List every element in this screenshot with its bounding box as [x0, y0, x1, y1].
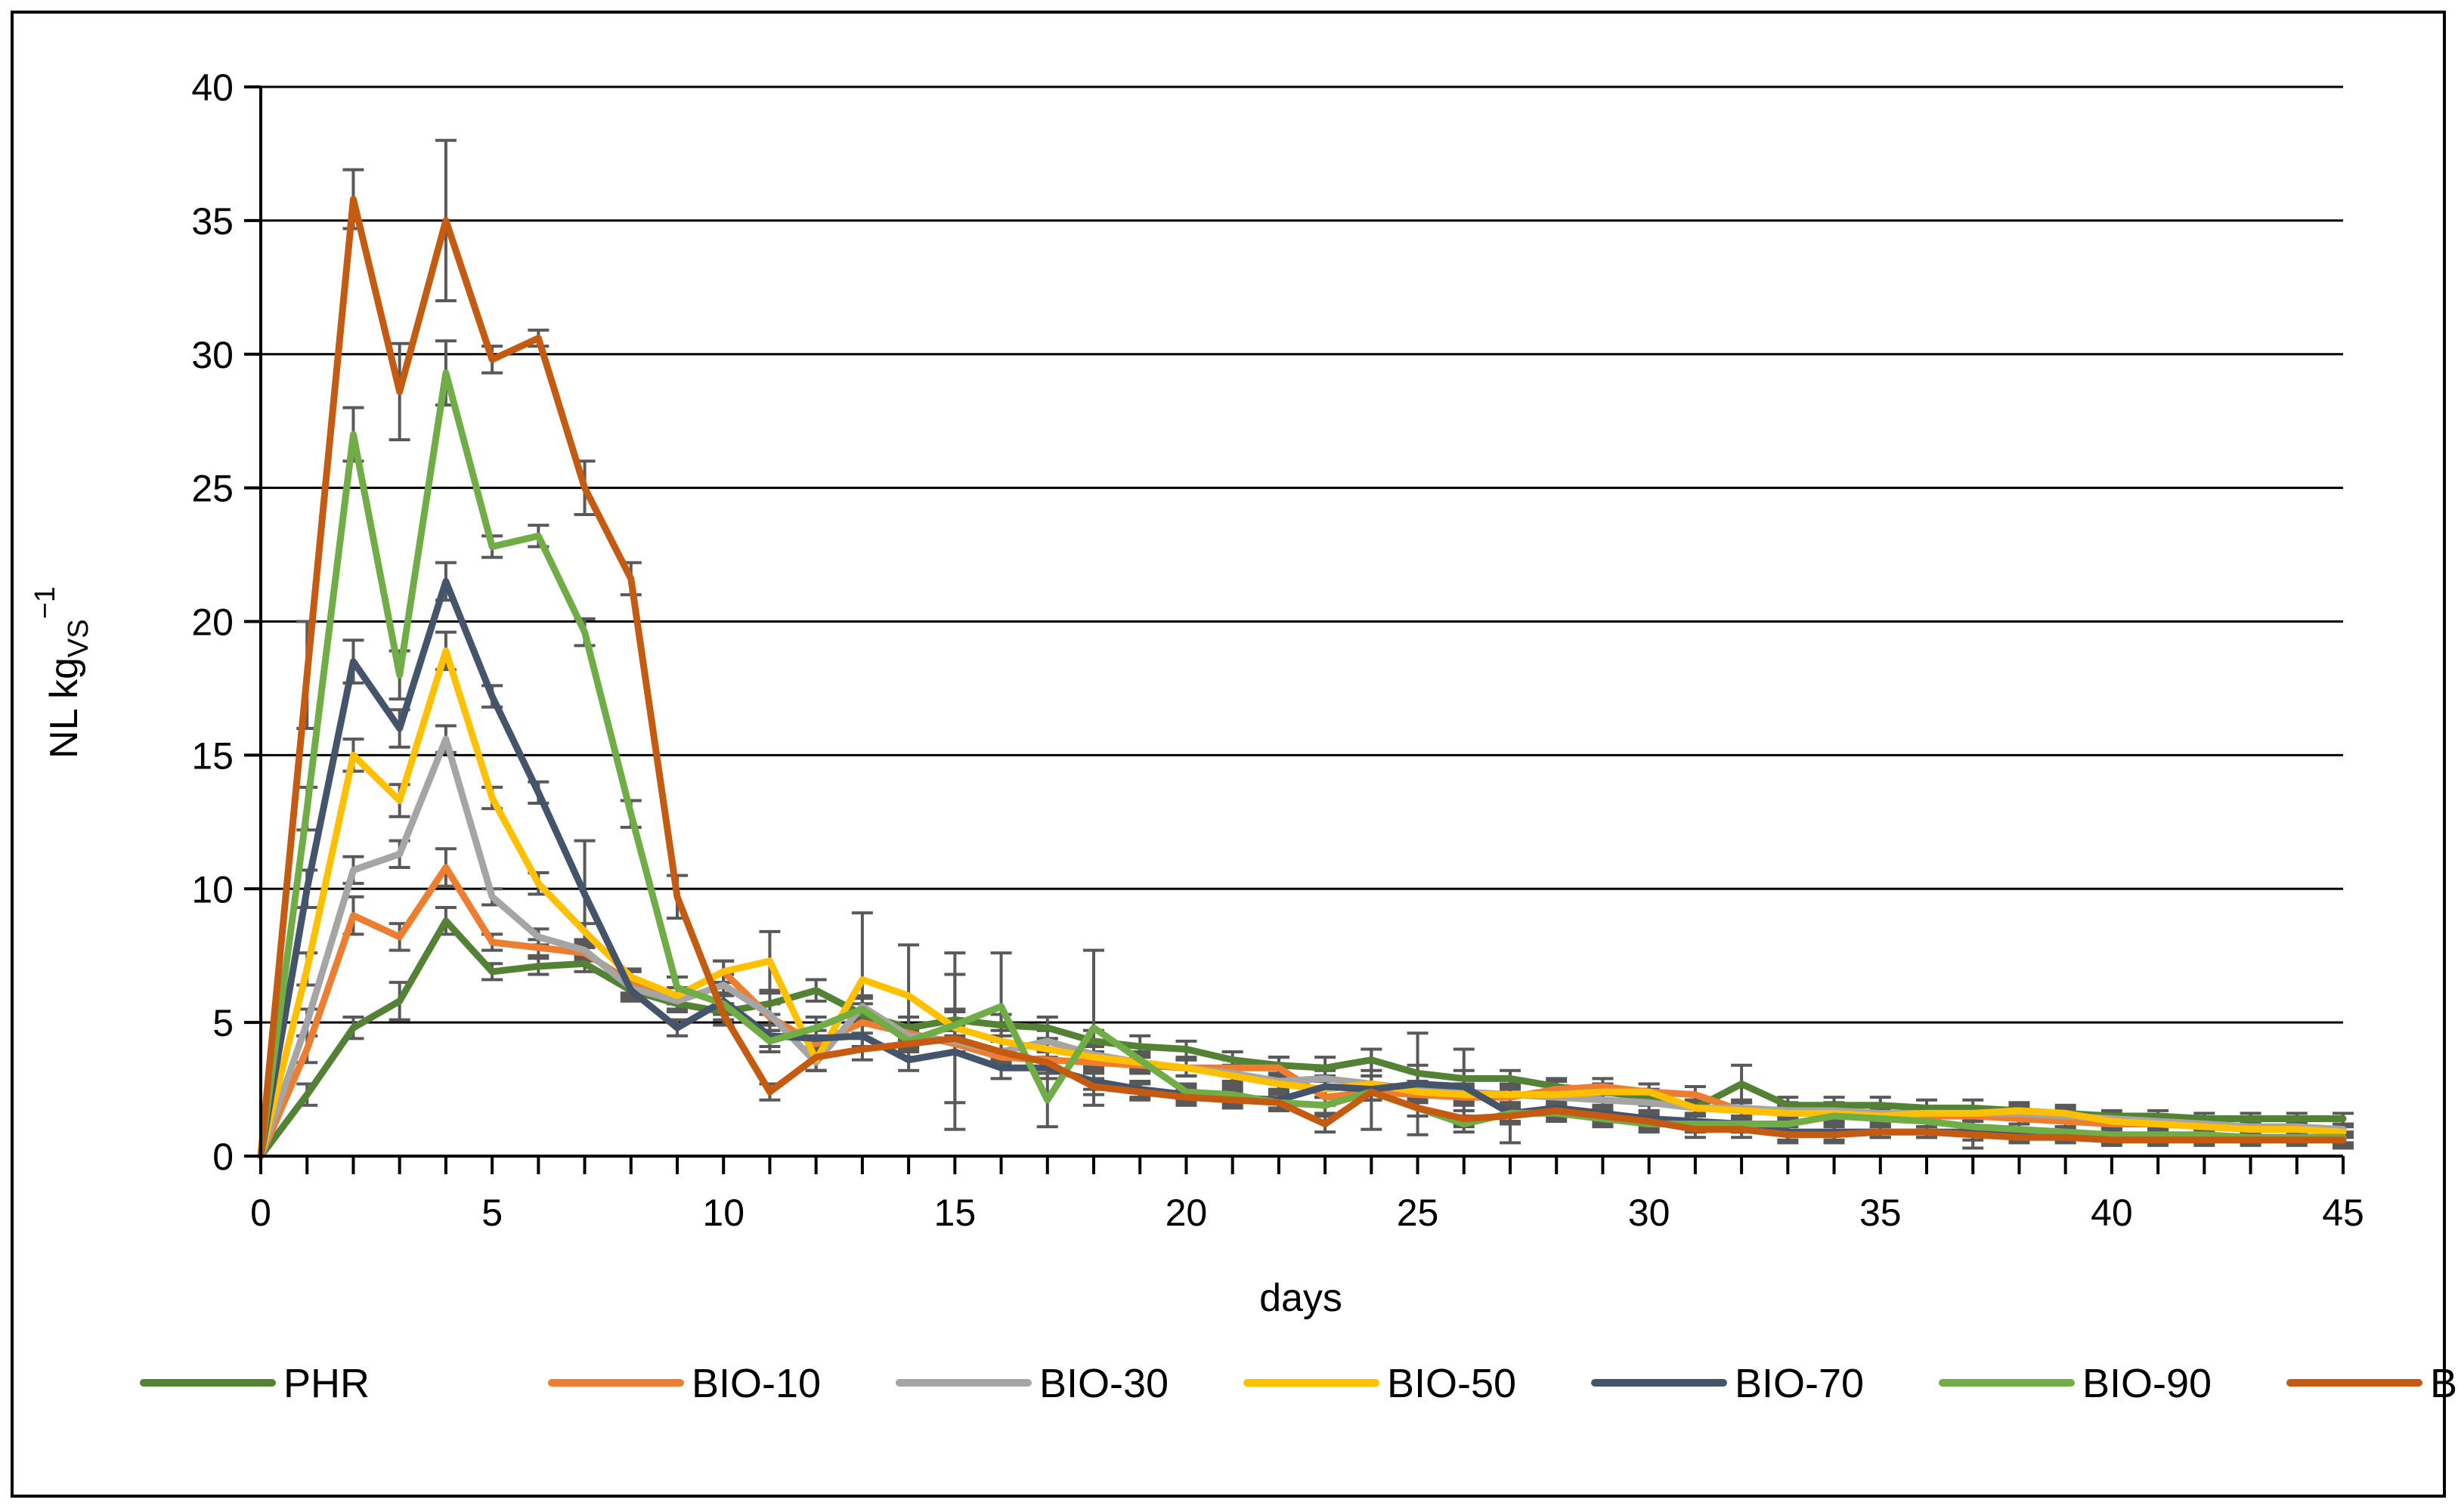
x-tick-label-10: 10 — [702, 1192, 745, 1234]
series-line-bio — [257, 196, 2347, 1160]
legend-label: PHR — [283, 1361, 370, 1406]
y-tick-label-20: 20 — [191, 601, 234, 644]
legend-label: BIO-70 — [1735, 1361, 1864, 1406]
series-line-bio-50 — [257, 647, 2347, 1160]
legend-label: BIO — [2430, 1361, 2458, 1406]
data-series — [257, 196, 2347, 1160]
y-tick-label-40: 40 — [191, 66, 234, 109]
y-axis-title-subscript: VS — [63, 619, 94, 657]
x-axis-title: days — [1259, 1276, 1342, 1320]
legend-item-bio-90: BIO-90 — [1939, 1361, 2212, 1406]
y-tick-label-10: 10 — [191, 868, 234, 911]
x-tick-label-25: 25 — [1397, 1192, 1439, 1234]
y-tick-label-15: 15 — [191, 734, 234, 777]
legend-item-bio-70: BIO-70 — [1591, 1361, 1864, 1406]
x-tick-label-40: 40 — [2091, 1192, 2133, 1234]
legend-item-bio-10: BIO-10 — [548, 1361, 821, 1406]
y-axis-title: NL kgVS−1 — [29, 586, 94, 759]
y-axis-ticks: 0 5 10 15 20 25 30 35 40 — [191, 66, 261, 1178]
legend-item-bio-50: BIO-50 — [1243, 1361, 1516, 1406]
y-axis-title-main: NL kg — [42, 657, 86, 759]
legend-item-phr: PHR — [140, 1361, 370, 1406]
legend: PHR BIO-10 BIO-30 BIO-50 BIO-70 BIO-90 BIO — [140, 1361, 2458, 1406]
gridlines — [261, 85, 2343, 1024]
y-axis-title-superscript: −1 — [29, 586, 61, 619]
error-bars — [296, 138, 2354, 1150]
legend-label: BIO-90 — [2082, 1361, 2212, 1406]
x-tick-label-15: 15 — [934, 1192, 977, 1234]
legend-item-bio-30: BIO-30 — [896, 1361, 1169, 1406]
legend-label: BIO-10 — [692, 1361, 821, 1406]
x-axis-ticks: 0 5 10 15 20 25 30 35 40 45 — [250, 1156, 2364, 1234]
y-tick-label-0: 0 — [212, 1136, 234, 1178]
y-tick-label-35: 35 — [191, 200, 234, 243]
x-tick-label-0: 0 — [250, 1192, 271, 1234]
legend-label: BIO-30 — [1039, 1361, 1169, 1406]
y-tick-label-30: 30 — [191, 334, 234, 376]
x-tick-label-5: 5 — [481, 1192, 503, 1234]
y-tick-label-25: 25 — [191, 468, 234, 510]
x-tick-label-45: 45 — [2322, 1192, 2364, 1234]
series-line-bio-90 — [257, 369, 2347, 1160]
x-tick-label-35: 35 — [1859, 1192, 1902, 1234]
legend-label: BIO-50 — [1387, 1361, 1516, 1406]
y-tick-label-5: 5 — [212, 1002, 234, 1044]
x-tick-label-20: 20 — [1166, 1192, 1208, 1234]
legend-item-bio: BIO — [2286, 1361, 2458, 1406]
x-tick-label-30: 30 — [1628, 1192, 1670, 1234]
